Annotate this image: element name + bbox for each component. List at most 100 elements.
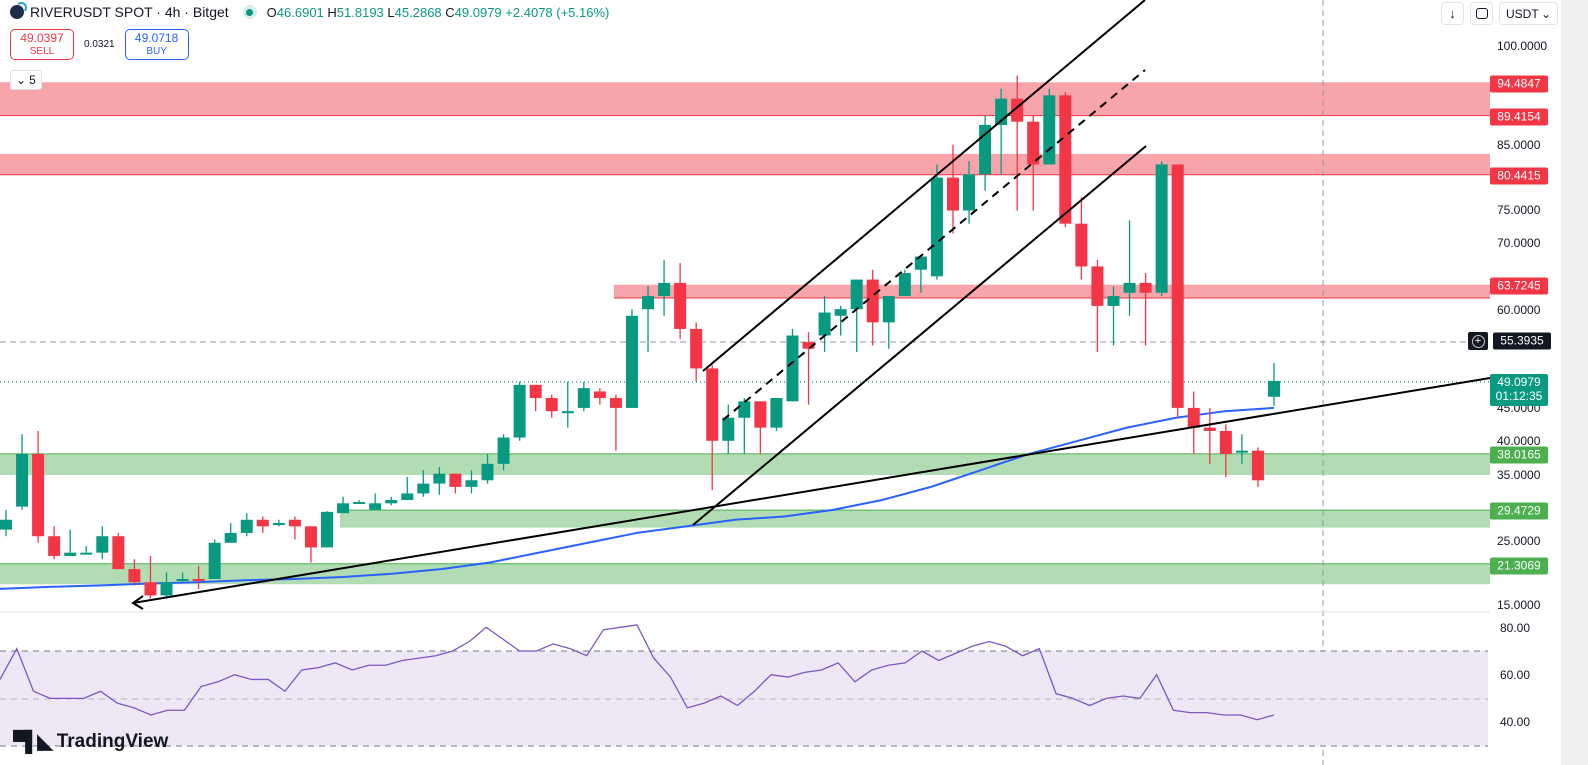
right-scrollbar[interactable] bbox=[1561, 0, 1588, 765]
candle bbox=[1251, 450, 1264, 481]
fullscreen-button[interactable] bbox=[1470, 2, 1493, 25]
symbol-title[interactable]: RIVERUSDT SPOT · 4h · Bitget bbox=[30, 4, 229, 20]
chevron-down-icon: ⌄ bbox=[1540, 6, 1551, 21]
rsi-tick: 60.00 bbox=[1500, 668, 1531, 682]
axis-tick: 100.0000 bbox=[1497, 39, 1548, 53]
candle bbox=[385, 500, 398, 504]
fullscreen-icon bbox=[1475, 8, 1488, 19]
axis-tick: 15.0000 bbox=[1497, 598, 1541, 612]
candle bbox=[224, 532, 237, 543]
candle bbox=[1219, 430, 1232, 454]
candle bbox=[48, 536, 61, 556]
candle bbox=[1123, 282, 1136, 293]
candle bbox=[722, 417, 735, 441]
tradingview-logo[interactable]: ▀▌◣ TradingView bbox=[13, 730, 169, 754]
rsi-line bbox=[0, 624, 1275, 721]
candle bbox=[850, 279, 863, 310]
candle bbox=[208, 542, 221, 579]
candle bbox=[128, 569, 141, 583]
candle bbox=[834, 309, 847, 316]
candle bbox=[690, 328, 703, 369]
candle bbox=[401, 493, 414, 501]
candle bbox=[1187, 407, 1200, 428]
candle bbox=[240, 519, 253, 533]
axis-tick: 35.0000 bbox=[1497, 468, 1541, 482]
candle bbox=[1043, 95, 1056, 165]
chart-header: RIVERUSDT SPOT · 4h · Bitget O46.6901 H5… bbox=[10, 2, 609, 20]
candle bbox=[96, 536, 109, 553]
axis-tick: 70.0000 bbox=[1497, 236, 1541, 250]
candle bbox=[497, 437, 510, 464]
candle bbox=[1155, 164, 1168, 293]
candle bbox=[112, 536, 125, 570]
candle bbox=[80, 552, 93, 555]
support-zone bbox=[0, 453, 1490, 476]
candle bbox=[898, 273, 911, 297]
arrow-head-icon bbox=[131, 595, 144, 610]
candle bbox=[192, 578, 205, 581]
candle bbox=[144, 582, 157, 596]
candle bbox=[818, 312, 831, 336]
axis-tick: 75.0000 bbox=[1497, 203, 1541, 217]
candle bbox=[1139, 282, 1152, 293]
resistance-zone bbox=[0, 153, 1490, 175]
candle bbox=[529, 384, 542, 399]
candle bbox=[16, 453, 29, 507]
collapse-indicators-button[interactable]: ⌄ 5 bbox=[10, 70, 42, 90]
candle bbox=[674, 282, 687, 329]
buy-button[interactable]: 49.0718 BUY bbox=[124, 29, 189, 60]
candle bbox=[1059, 95, 1072, 224]
candle bbox=[0, 519, 12, 530]
currency-select[interactable]: USDT ⌄ bbox=[1499, 2, 1558, 25]
tradingview-logo-icon: ▀▌◣ bbox=[13, 731, 53, 753]
candle bbox=[1107, 296, 1120, 306]
candle bbox=[786, 335, 799, 402]
resistance-tag: 94.4847 bbox=[1490, 75, 1548, 93]
candle bbox=[545, 398, 558, 412]
candle bbox=[770, 398, 783, 428]
candle bbox=[754, 401, 767, 428]
candle bbox=[64, 552, 77, 556]
candle bbox=[321, 511, 334, 548]
download-arrow-icon[interactable]: ↓ bbox=[1441, 2, 1464, 25]
spread-value: 0.0321 bbox=[84, 39, 115, 50]
moving-average-line bbox=[0, 406, 1275, 590]
crosshair-price-tag: 55.3935 bbox=[1493, 332, 1551, 350]
last-price-tag: 49.0979 01:12:35 bbox=[1490, 374, 1548, 406]
candle bbox=[706, 368, 719, 441]
channel-upper-line bbox=[702, 0, 1146, 372]
axis-tick: 85.0000 bbox=[1497, 138, 1541, 152]
candle bbox=[802, 342, 815, 349]
sr-zones bbox=[0, 82, 1490, 585]
candle bbox=[738, 401, 751, 418]
candle bbox=[1171, 164, 1184, 408]
axis-tick: 60.0000 bbox=[1497, 303, 1541, 317]
candle bbox=[963, 174, 976, 211]
support-zone bbox=[0, 563, 1490, 585]
resistance-zone bbox=[0, 82, 1490, 116]
rsi-tick: 40.00 bbox=[1500, 715, 1531, 729]
candle bbox=[256, 519, 269, 527]
candle bbox=[481, 463, 494, 481]
candles bbox=[0, 75, 1280, 599]
candle bbox=[882, 296, 895, 323]
candle bbox=[625, 315, 638, 408]
candle bbox=[353, 501, 366, 504]
candle bbox=[337, 503, 350, 514]
resistance-tag: 63.7245 bbox=[1490, 277, 1548, 295]
candle bbox=[1075, 223, 1088, 267]
support-tag: 21.3069 bbox=[1490, 557, 1548, 575]
resistance-tag: 89.4154 bbox=[1490, 108, 1548, 126]
sell-button[interactable]: 49.0397 SELL bbox=[10, 29, 74, 60]
candle bbox=[658, 282, 671, 297]
support-trendline bbox=[132, 377, 1491, 604]
candle bbox=[946, 177, 959, 211]
candle bbox=[176, 578, 189, 581]
top-right-toolbar: ↓ USDT ⌄ bbox=[1441, 2, 1558, 25]
channel-mid-line bbox=[722, 69, 1146, 421]
rsi-tick: 80.00 bbox=[1500, 621, 1531, 635]
support-tag: 38.0165 bbox=[1490, 446, 1548, 464]
add-alert-button[interactable]: + bbox=[1468, 332, 1488, 350]
candle bbox=[609, 398, 622, 408]
